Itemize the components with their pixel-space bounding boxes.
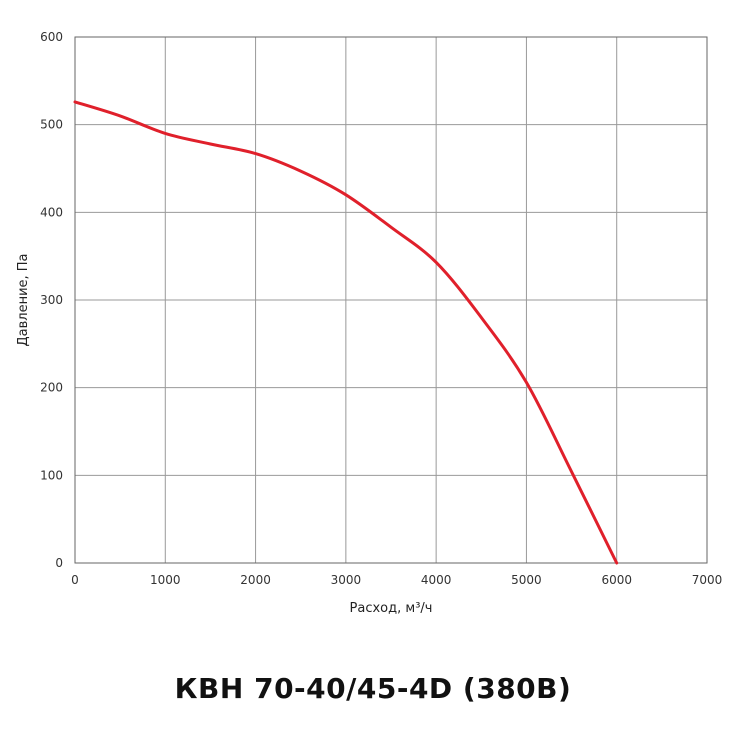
series	[73, 100, 619, 565]
y-tick-label: 0	[55, 556, 63, 570]
x-tick-label: 4000	[421, 573, 452, 587]
x-tick-label: 7000	[692, 573, 723, 587]
x-tick-label: 1000	[150, 573, 181, 587]
grid	[74, 36, 708, 564]
chart-title: КВН 70-40/45-4D (380В)	[174, 672, 572, 705]
y-tick-label: 100	[40, 468, 63, 482]
x-tick-labels: 0 1000 2000 3000 4000 5000 6000 7000	[71, 573, 722, 587]
y-axis-label: Давление, Па	[16, 253, 31, 346]
y-tick-label: 200	[40, 381, 63, 395]
y-tick-label: 600	[40, 30, 63, 44]
y-tick-label: 500	[40, 118, 63, 132]
x-tick-label: 0	[71, 573, 79, 587]
pressure-flow-chart: 0 1000 2000 3000 4000 5000 6000 7000 0 100 200 300…	[16, 30, 722, 616]
x-tick-label: 2000	[240, 573, 271, 587]
x-axis-label: Расход, м³/ч	[350, 601, 433, 616]
x-tick-label: 3000	[331, 573, 362, 587]
x-tick-label: 6000	[601, 573, 632, 587]
x-tick-label: 5000	[511, 573, 542, 587]
y-tick-label: 400	[40, 205, 63, 219]
y-tick-labels: 0 100 200 300 400 500 600	[40, 30, 63, 570]
series-line	[73, 100, 619, 565]
plot-frame	[74, 36, 708, 564]
y-tick-label: 300	[40, 293, 63, 307]
